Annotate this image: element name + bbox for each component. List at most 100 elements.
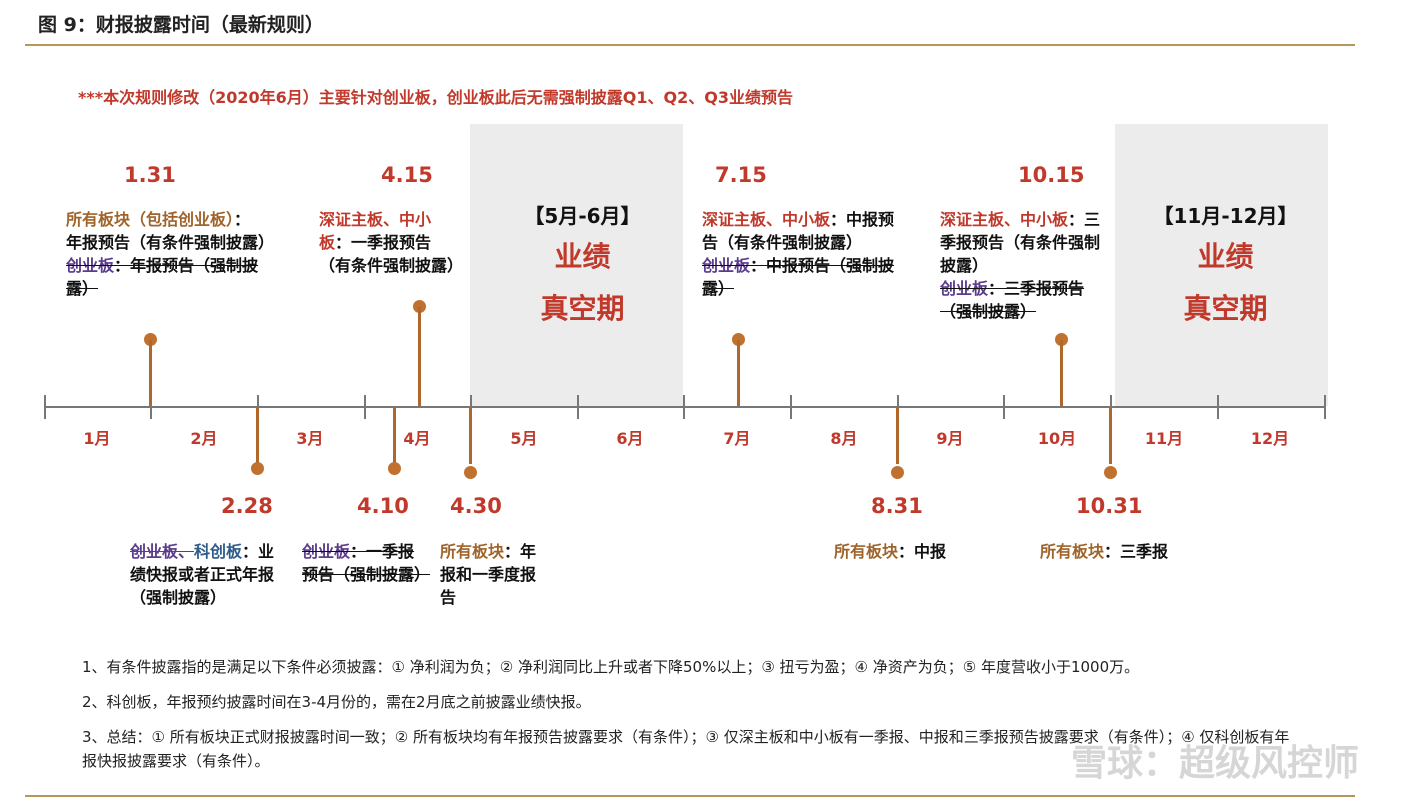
board-scope: 所有板块: [440, 542, 505, 561]
figure-title: 图 9：财报披露时间（最新规则）: [38, 14, 324, 36]
event-description-10-31: 所有板块：三季报: [1040, 540, 1210, 563]
event-marker: [1104, 466, 1117, 479]
disclosure-rule: ：年报预告（有条件强制披露）: [66, 210, 275, 252]
axis-tick: [790, 395, 792, 419]
month-label: 12月: [1250, 429, 1290, 448]
disclosure-rule: ：业绩快报或者正式年报（强制披露）: [130, 542, 275, 607]
board-scope: 深证主板、中小板: [702, 210, 831, 229]
rule-change-notice: ***本次规则修改（2020年6月）主要针对创业板，创业板此后无需强制披露Q1、…: [78, 88, 793, 107]
disclosure-rule: ：中报: [898, 542, 947, 561]
footnote-3: 3、总结：① 所有板块正式财报披露时间一致；② 所有板块均有年报预告披露要求（有…: [82, 728, 1290, 770]
axis-tick: [1110, 395, 1112, 419]
event-date: 10.31: [1076, 494, 1143, 518]
event-description-8-31: 所有板块：中报: [834, 540, 994, 563]
month-label: 10月: [1037, 429, 1077, 448]
event-date: 7.15: [715, 163, 767, 187]
event-marker: [891, 466, 904, 479]
axis-tick: [470, 395, 472, 419]
vacuum-label-2: 【11月-12月】 业绩 真空期: [1108, 200, 1343, 337]
board-scope: 深证主板、中小板: [940, 210, 1069, 229]
board-scope: 所有板块（包括创业板）: [66, 210, 235, 229]
timeline-axis: [44, 406, 1326, 408]
event-description-2-28: 创业板、科创板：业绩快报或者正式年报（强制披露）: [130, 540, 280, 609]
event-date: 1.31: [124, 163, 176, 187]
event-stem: [393, 408, 396, 464]
event-date: 10.15: [1018, 163, 1085, 187]
vacuum-line1: 业绩: [554, 240, 611, 273]
watermark: 雪球：超级风控师: [1070, 743, 1359, 784]
vacuum-period-nov-dec: [1115, 124, 1328, 406]
board-scope: 深证主板、中小板: [319, 210, 432, 252]
vacuum-line1: 业绩: [1197, 240, 1254, 273]
removed-rule: ：三季报预告（强制披露）: [940, 279, 1085, 321]
event-stem: [737, 340, 740, 406]
board-scope: 创业板: [940, 279, 989, 298]
event-stem: [896, 408, 899, 464]
month-label: 6月: [616, 429, 644, 448]
event-stem: [149, 340, 152, 406]
axis-tick: [577, 395, 579, 419]
event-marker: [1055, 333, 1068, 346]
board-scope: 所有板块: [834, 542, 899, 561]
month-label: 2月: [190, 429, 218, 448]
month-label: 8月: [830, 429, 858, 448]
vacuum-period-may-june: [470, 124, 683, 406]
board-scope: 创业板: [702, 256, 751, 275]
event-description-10-15: 深证主板、中小板：三季报预告（有条件强制披露） 创业板：三季报预告（强制披露）: [940, 208, 1114, 323]
month-label: 3月: [296, 429, 324, 448]
axis-tick: [683, 395, 685, 419]
month-label: 5月: [510, 429, 538, 448]
event-date: 4.30: [450, 494, 502, 518]
axis-tick: [44, 395, 46, 419]
event-marker: [413, 300, 426, 313]
axis-tick: [257, 395, 259, 419]
event-marker: [732, 333, 745, 346]
axis-tick: [150, 395, 152, 419]
removed-rule: ：一季报预告（强制披露）: [302, 542, 431, 584]
vacuum-line2: 真空期: [1183, 292, 1268, 325]
disclosure-rule: ：三季报: [1104, 542, 1169, 561]
top-divider: [25, 44, 1355, 46]
event-date: 8.31: [871, 494, 923, 518]
vacuum-line2: 真空期: [540, 292, 625, 325]
vacuum-range: 【5月-6月】: [524, 204, 641, 228]
event-description-7-15: 深证主板、中小板：中报预告（有条件强制披露） 创业板：中报预告（强制披露）: [702, 208, 898, 300]
removed-rule: ：年报预告（强制披露）: [66, 256, 259, 298]
board-scope: 创业板: [302, 542, 351, 561]
event-date: 4.15: [381, 163, 433, 187]
footnote-1: 1、有条件披露指的是满足以下条件必须披露：① 净利润为负；② 净利润同比上升或者…: [82, 658, 1140, 676]
axis-tick: [1217, 395, 1219, 419]
axis-tick: [364, 395, 366, 419]
event-marker: [388, 462, 401, 475]
month-label: 11月: [1144, 429, 1184, 448]
disclosure-rule: ：三季报预告（有条件强制披露）: [940, 210, 1101, 275]
event-description-4-30: 所有板块：年报和一季度报告: [440, 540, 544, 609]
event-marker: [251, 462, 264, 475]
month-label: 1月: [83, 429, 111, 448]
axis-tick: [1324, 395, 1326, 419]
event-stem: [418, 307, 421, 406]
board-scope: 创业板、: [130, 542, 195, 561]
event-date: 2.28: [221, 494, 273, 518]
event-description-4-15: 深证主板、中小板：一季报预告（有条件强制披露）: [319, 208, 463, 277]
event-stem: [1109, 408, 1112, 464]
board-scope: 创业板: [66, 256, 115, 275]
event-description-1-31: 所有板块（包括创业板）：年报预告（有条件强制披露） 创业板：年报预告（强制披露）: [66, 208, 274, 300]
board-scope: 所有板块: [1040, 542, 1105, 561]
disclosure-rule: ：中报预告（有条件强制披露）: [702, 210, 895, 252]
axis-tick: [897, 395, 899, 419]
board-scope: 科创板: [194, 542, 243, 561]
event-marker: [144, 333, 157, 346]
event-marker: [464, 466, 477, 479]
removed-rule: ：中报预告（强制披露）: [702, 256, 895, 298]
event-stem: [256, 408, 259, 464]
axis-tick: [1003, 395, 1005, 419]
disclosure-rule: ：年报和一季度报告: [440, 542, 537, 607]
disclosure-rule: ：一季报预告（有条件强制披露）: [319, 233, 464, 275]
event-description-4-10: 创业板：一季报预告（强制披露）: [302, 540, 430, 586]
event-stem: [469, 408, 472, 464]
month-label: 7月: [723, 429, 751, 448]
bottom-divider: [25, 795, 1355, 797]
footnote-2: 2、科创板，年报预约披露时间在3-4月份的，需在2月底之前披露业绩快报。: [82, 693, 591, 711]
month-label: 4月: [403, 429, 431, 448]
